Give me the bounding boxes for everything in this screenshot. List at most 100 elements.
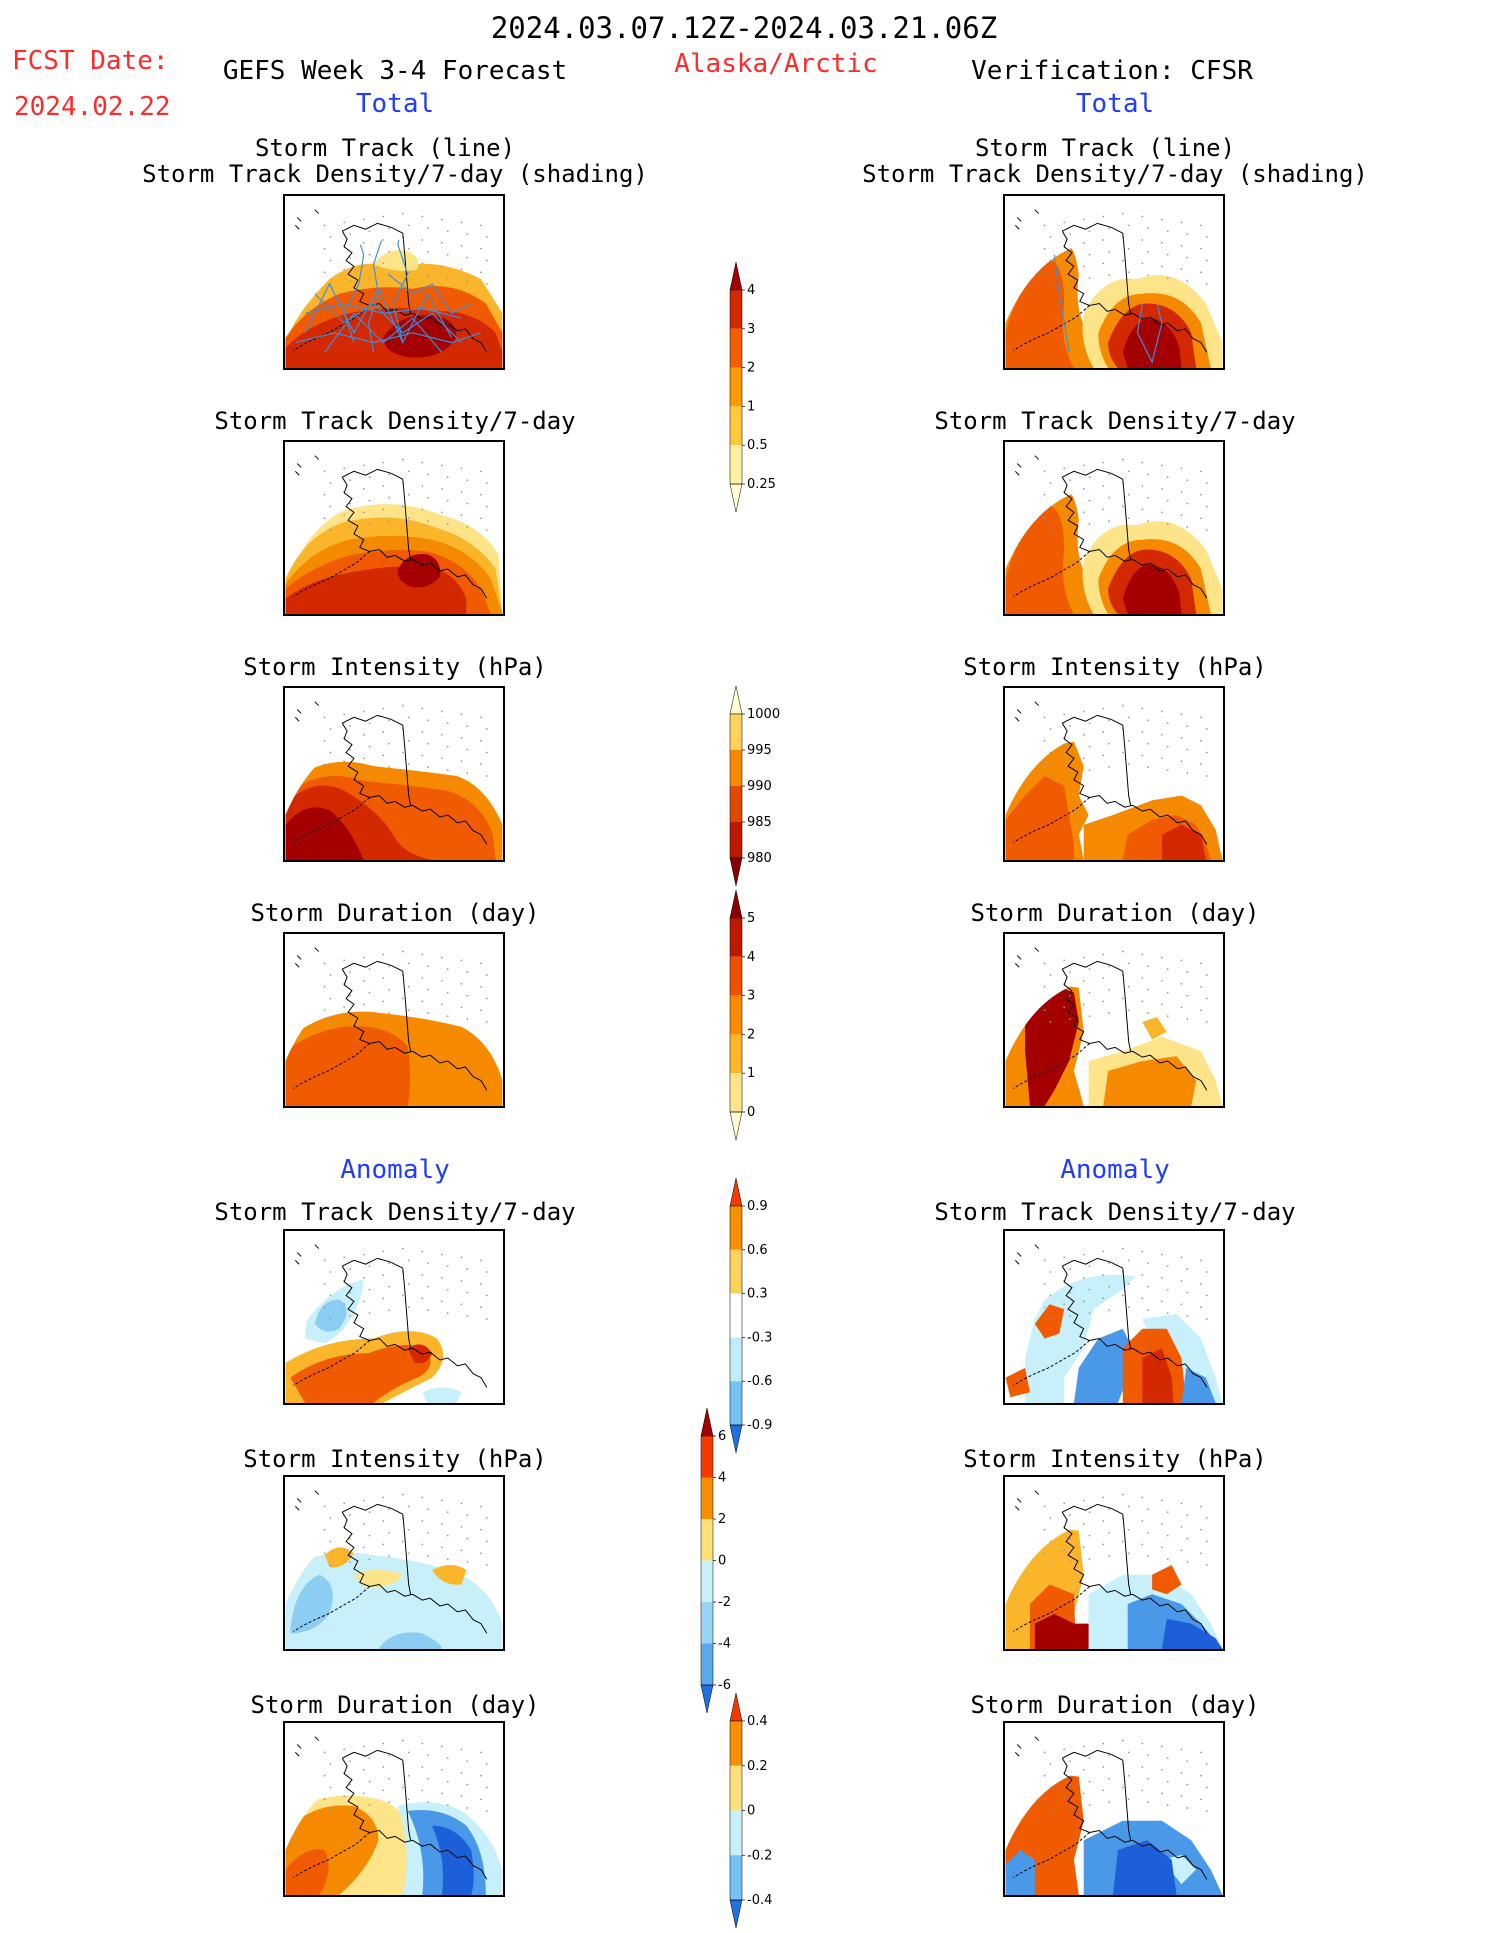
storm-track-7 bbox=[304, 282, 453, 344]
graticule-dot bbox=[362, 1546, 365, 1549]
graticule-dot bbox=[1200, 1528, 1202, 1531]
graticule-dot bbox=[401, 212, 404, 215]
graticule-dot bbox=[1108, 520, 1110, 523]
graticule-dot bbox=[1088, 722, 1091, 725]
map-cfsr-intensity-anomaly-svg bbox=[1005, 1490, 1223, 1649]
graticule-dot bbox=[382, 1250, 385, 1253]
graticule-dot bbox=[1069, 256, 1071, 259]
graticule-dot bbox=[1049, 1564, 1052, 1566]
graticule-dot bbox=[485, 775, 488, 777]
shading-layer-0 bbox=[1093, 201, 1143, 225]
graticule-dot bbox=[446, 1534, 449, 1537]
graticule-dot bbox=[427, 1754, 430, 1757]
graticule-dot bbox=[1205, 974, 1208, 976]
graticule-dot bbox=[1049, 1786, 1052, 1789]
graticule-dot bbox=[1180, 760, 1183, 763]
graticule-dot bbox=[1043, 739, 1046, 742]
graticule-dot bbox=[421, 731, 424, 733]
graticule-dot bbox=[1049, 259, 1052, 262]
graticule-dot bbox=[1102, 1297, 1105, 1300]
graticule-dot bbox=[329, 1318, 332, 1320]
graticule-dot bbox=[1141, 508, 1144, 511]
colorbar-segment-1 bbox=[730, 1721, 742, 1766]
graticule-dot bbox=[446, 230, 449, 233]
graticule-dot bbox=[1108, 988, 1110, 991]
graticule-dot bbox=[1186, 725, 1189, 727]
storm-track-4 bbox=[295, 332, 482, 344]
graticule-dot bbox=[343, 1303, 346, 1306]
graticule-dot bbox=[1108, 1508, 1110, 1511]
graticule-dot bbox=[1186, 1268, 1189, 1270]
map-gefs-duration-svg bbox=[285, 947, 503, 1106]
graticule-dot bbox=[1063, 221, 1066, 224]
graticule-dot bbox=[362, 710, 365, 713]
graticule-dot bbox=[1205, 283, 1208, 285]
graticule-dot bbox=[1102, 1520, 1105, 1522]
graticule-dot bbox=[466, 772, 469, 774]
coastline-north bbox=[1061, 468, 1124, 480]
graticule-dot bbox=[421, 1520, 424, 1522]
storm-track-1 bbox=[392, 239, 409, 343]
graticule-dot bbox=[1147, 988, 1150, 991]
graticule-dot bbox=[1043, 1282, 1046, 1285]
graticule-dot bbox=[1180, 982, 1183, 985]
colorbar-label-1: 3 bbox=[747, 322, 755, 337]
graticule-dot bbox=[407, 1774, 410, 1777]
shading-layer-1 bbox=[290, 1574, 333, 1634]
graticule-dot bbox=[349, 772, 351, 774]
graticule-dot bbox=[323, 763, 326, 766]
island-marks bbox=[294, 455, 320, 476]
colorbar-label-2: 0.3 bbox=[747, 1287, 768, 1302]
colorbar-segment-5 bbox=[730, 1073, 742, 1112]
graticule-dot bbox=[460, 514, 463, 517]
graticule-dot bbox=[460, 490, 463, 493]
graticule-dot bbox=[1166, 1757, 1169, 1760]
graticule-dot bbox=[441, 1745, 443, 1748]
graticule-dot bbox=[480, 493, 482, 496]
right-track-line-title: Storm Track (line) bbox=[974, 134, 1236, 162]
graticule-dot bbox=[1102, 215, 1105, 218]
graticule-dot bbox=[466, 1783, 469, 1786]
graticule-dot bbox=[368, 1534, 371, 1537]
graticule-dot bbox=[382, 461, 385, 464]
graticule-dot bbox=[1102, 977, 1105, 979]
map-cfsr-track-line bbox=[1003, 194, 1225, 370]
graticule-dot bbox=[1108, 496, 1110, 499]
graticule-dot bbox=[388, 1309, 390, 1312]
graticule-dot bbox=[421, 754, 424, 757]
graticule-dot bbox=[1127, 224, 1130, 227]
graticule-dot bbox=[460, 1502, 463, 1505]
graticule-dot bbox=[1200, 962, 1202, 965]
storm-tracks bbox=[295, 239, 482, 353]
colorbar-segment-4 bbox=[730, 406, 742, 446]
graticule-dot bbox=[460, 1549, 463, 1552]
graticule-dot bbox=[368, 1780, 371, 1783]
graticule-dot bbox=[1200, 1505, 1202, 1508]
graticule-dot bbox=[1082, 1277, 1085, 1279]
graticule-dot bbox=[427, 1285, 430, 1288]
graticule-dot bbox=[485, 1318, 488, 1320]
graticule-dot bbox=[446, 1757, 449, 1760]
graticule-dot bbox=[1102, 1766, 1105, 1768]
graticule-dot bbox=[1049, 1540, 1052, 1543]
border-line bbox=[1122, 479, 1132, 560]
graticule-dot bbox=[421, 953, 424, 956]
graticule-dot bbox=[427, 496, 430, 499]
graticule-dot bbox=[1141, 1520, 1144, 1522]
graticule-dot bbox=[1205, 1786, 1208, 1789]
graticule-dot bbox=[407, 1552, 410, 1555]
graticule-dot bbox=[1147, 719, 1150, 722]
graticule-dot bbox=[362, 757, 365, 760]
graticule-dot bbox=[1049, 1271, 1052, 1273]
map-gefs-track-density bbox=[283, 440, 505, 616]
graticule-dot bbox=[421, 1742, 424, 1745]
graticule-dot bbox=[480, 247, 482, 250]
graticule-dot bbox=[1166, 968, 1169, 971]
graticule-dot bbox=[323, 247, 326, 250]
graticule-dot bbox=[329, 997, 332, 1000]
graticule-dot bbox=[1180, 713, 1183, 716]
colorbar-label-3: -0.2 bbox=[747, 1848, 772, 1863]
graticule-dot bbox=[1180, 514, 1183, 517]
graticule-dot bbox=[323, 985, 326, 988]
graticule-dot bbox=[343, 221, 346, 224]
